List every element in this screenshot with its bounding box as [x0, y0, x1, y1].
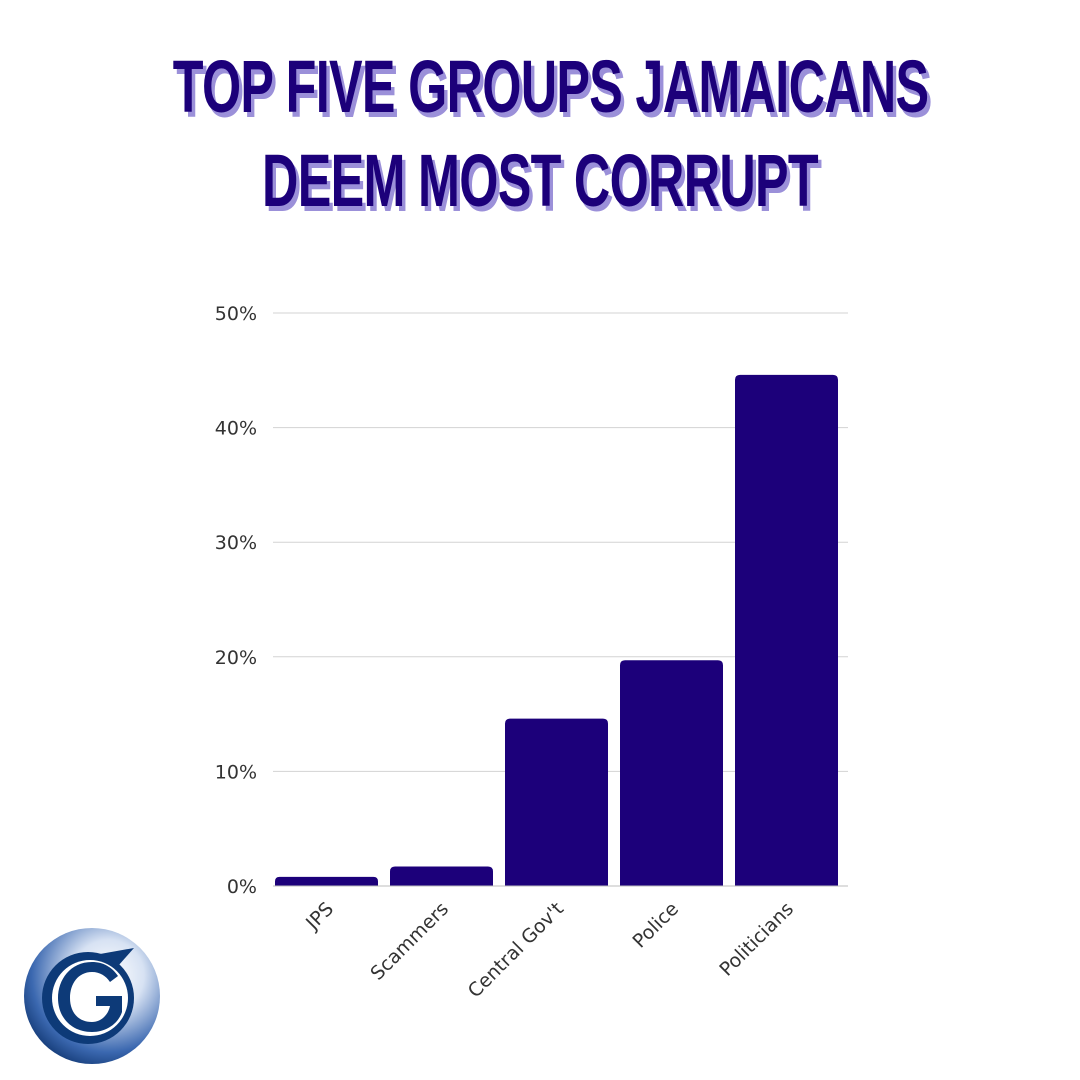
title-line-2: DEEM MOST CORRUPT — [262, 139, 819, 222]
x-tick-label: Politicians — [715, 898, 798, 981]
bar — [620, 660, 723, 886]
bar — [735, 374, 838, 886]
x-tick-label: Scammers — [366, 898, 453, 985]
x-tick-label: JPS — [301, 898, 338, 935]
gleaner-g-logo-icon — [24, 928, 160, 1064]
y-tick-label: 0% — [227, 876, 257, 898]
y-tick-label: 40% — [215, 418, 257, 440]
x-tick-label: Police — [629, 898, 684, 953]
bar — [390, 866, 493, 886]
y-tick-label: 50% — [215, 303, 257, 325]
bar — [275, 876, 378, 886]
y-tick-label: 30% — [215, 532, 257, 554]
title-line-1: TOP FIVE GROUPS JAMAICANS — [172, 45, 929, 128]
x-tick-label: Central Gov't — [464, 898, 568, 1002]
chart-title: TOP FIVE GROUPS JAMAICANS DEEM MOST CORR… — [0, 40, 1080, 228]
bar — [505, 718, 608, 886]
y-tick-label: 10% — [215, 761, 257, 783]
y-tick-label: 20% — [215, 647, 257, 669]
